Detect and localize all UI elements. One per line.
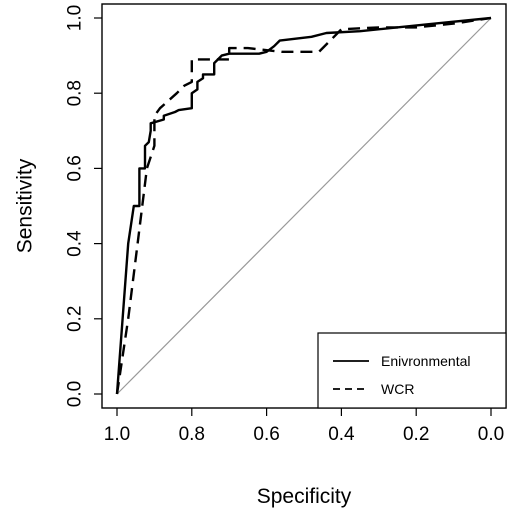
legend: Enivronmental WCR — [317, 332, 507, 409]
x-tick-label: 0.2 — [403, 424, 429, 445]
legend-label-enivronmental: Enivronmental — [381, 353, 471, 369]
y-tick-label: 0.4 — [65, 230, 86, 257]
ticks-layer: 1.0 0.8 0.6 0.4 0.2 0.0 0.0 0.2 0.4 0.6 0.8 1.0 — [65, 5, 505, 445]
x-tick-label: 0.4 — [328, 424, 355, 445]
x-tick-label: 0.6 — [253, 424, 279, 445]
y-tick-label: 0.8 — [65, 80, 86, 106]
reference-layer — [116, 17, 492, 395]
series-line-wcr — [115, 16, 492, 395]
y-tick-label: 0.6 — [65, 155, 86, 181]
y-tick-label: 0.0 — [65, 381, 86, 407]
y-tick-label: 0.2 — [65, 306, 86, 332]
legend-label-wcr: WCR — [381, 381, 414, 397]
x-tick-label: 1.0 — [104, 424, 130, 445]
reference-diagonal-line — [116, 17, 492, 395]
x-tick-label: 0.8 — [179, 424, 205, 445]
legend-box — [317, 332, 507, 409]
y-axis-label: Sensitivity — [13, 158, 36, 253]
y-tick-label: 1.0 — [65, 5, 86, 31]
series-layer — [115, 16, 492, 395]
series-line-enivronmental — [115, 16, 492, 395]
plot-frame — [101, 3, 507, 409]
x-axis-label: Specificity — [257, 485, 352, 508]
x-tick-label: 0.0 — [478, 424, 504, 445]
